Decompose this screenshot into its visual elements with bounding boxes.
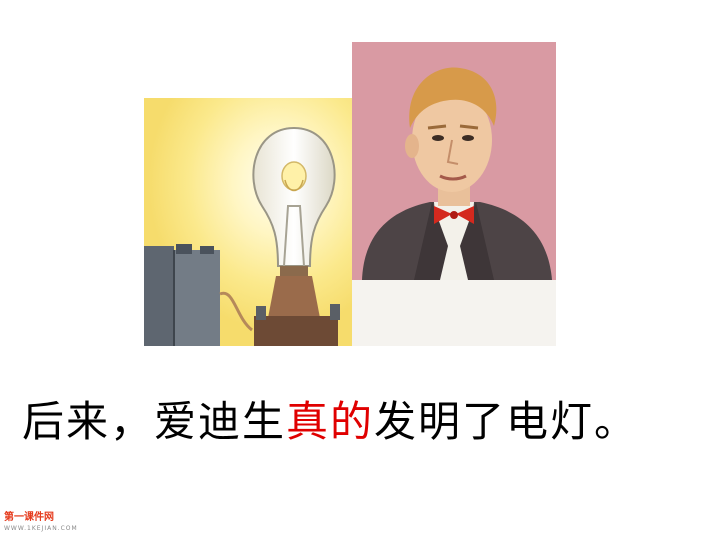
- caption-before: 后来，爱迪生: [22, 397, 287, 446]
- light-bulb-illustration: [144, 98, 362, 346]
- watermark-logo: 第一课件网: [4, 512, 54, 523]
- watermark: 第一课件网 WWW.1KEJIAN.COM: [4, 512, 94, 538]
- light-bulb-drawing: [144, 98, 362, 346]
- edison-portrait-illustration: [352, 42, 556, 346]
- caption-after: 发明了电灯。: [374, 397, 639, 446]
- watermark-url: WWW.1KEJIAN.COM: [4, 525, 78, 532]
- edison-portrait-drawing: [352, 42, 556, 346]
- caption: 后来，爱迪生真的发明了电灯。: [22, 392, 702, 452]
- caption-emphasis: 真的: [286, 397, 375, 446]
